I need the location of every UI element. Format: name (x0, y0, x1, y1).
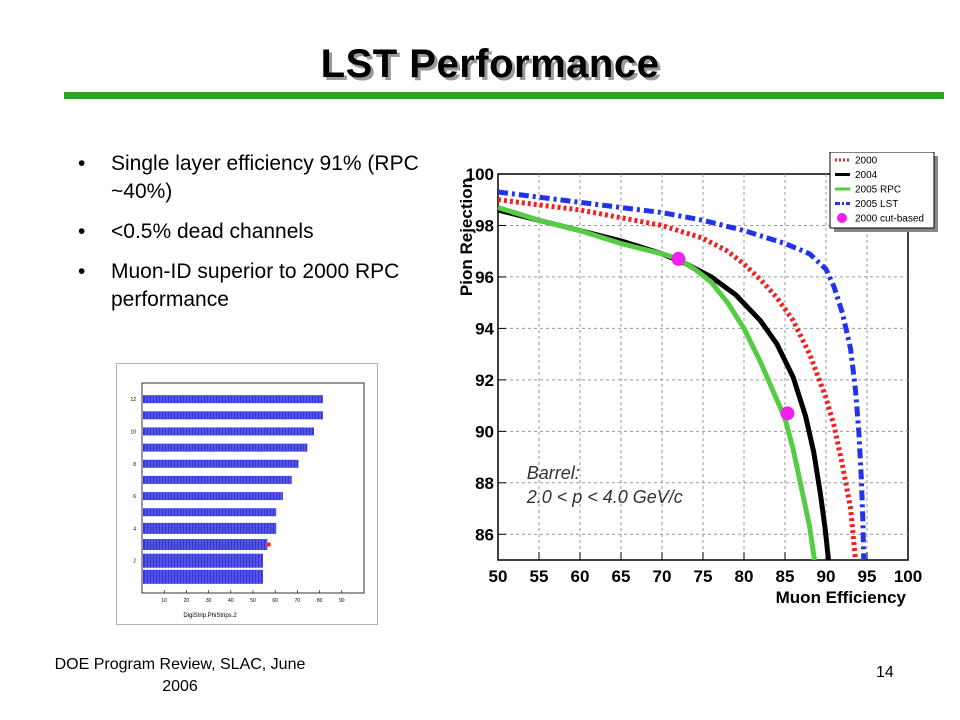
histogram-tick-label-x: 30 (206, 598, 212, 604)
series-line-2005-rpc (498, 205, 817, 560)
bullet-dot: • (78, 152, 86, 175)
tick-label-y: 90 (475, 422, 494, 441)
dead-channel-marker (266, 542, 271, 547)
tick-label-x: 90 (817, 567, 836, 586)
legend-label: 2000 cut-based (855, 214, 924, 225)
tick-label-y: 92 (475, 371, 494, 390)
histogram-bar (143, 443, 308, 452)
tick-label-x: 50 (489, 567, 508, 586)
tick-label-y: 86 (475, 525, 494, 544)
page-number: 14 (876, 664, 894, 681)
histogram-tick-label-y: 4 (133, 526, 136, 532)
legend-label: 2005 LST (855, 199, 898, 210)
histogram-tick-label-y: 6 (133, 494, 136, 500)
tick-label-x: 70 (653, 567, 672, 586)
histogram-tick-label-x: 90 (339, 598, 345, 604)
legend-swatch (837, 213, 847, 223)
bullet-dot: • (78, 260, 86, 283)
y-axis-label: Pion Rejection (457, 178, 476, 296)
legend-label: 2004 (855, 170, 878, 181)
bullet-item: • Single layer efficiency 91% (RPC ~40%) (78, 150, 458, 206)
x-axis-label: Muon Efficiency (776, 588, 907, 607)
tick-label-y: 96 (475, 268, 494, 287)
chart-annotation: 2.0 < p < 4.0 GeV/c (526, 487, 683, 507)
histogram-bar (143, 492, 283, 501)
histogram-tick-label-y: 12 (130, 397, 136, 403)
histogram-bar (143, 427, 314, 436)
histogram-tick-label-x: 50 (250, 598, 256, 604)
digistrip-histogram: 2 4 6 8 10 12 10 20 30 40 50 60 70 80 90 DigiStrip.PhiS… (116, 363, 378, 625)
histogram-bar (143, 508, 277, 517)
pion-rejection-chart: 50 55 60 65 70 75 80 85 90 95 100 86 88 90 92 94 96 98 100… (457, 152, 938, 607)
histogram-tick-label-x: 20 (184, 598, 190, 604)
tick-label-y: 88 (475, 474, 494, 493)
slide-title: LST Performance (320, 42, 660, 86)
histogram-tick-label-x: 60 (272, 598, 278, 604)
tick-label-x: 75 (694, 567, 713, 586)
series-line-2000 (498, 197, 858, 560)
histogram-tick-label-y: 10 (130, 429, 136, 435)
title-underline (64, 92, 944, 99)
tick-label-x: 85 (776, 567, 795, 586)
histogram-x-label: DigiStrip.PhiStrips.2 (183, 613, 237, 619)
bullet-item: • Muon-ID superior to 2000 RPC performanc… (78, 258, 458, 314)
tick-label-x: 65 (612, 567, 631, 586)
histogram-bar (143, 522, 277, 534)
tick-label-x: 55 (530, 567, 549, 586)
histogram-bar (143, 475, 292, 484)
histogram-tick-label-y: 2 (133, 559, 136, 565)
tick-label-y: 100 (466, 165, 494, 184)
data-point-cut-based (671, 251, 686, 266)
bullet-text: Single layer efficiency 91% (RPC ~40%) (111, 152, 419, 203)
legend-label: 2000 (855, 156, 878, 167)
bullet-item: • <0.5% dead channels (78, 218, 458, 246)
histogram-bar (143, 539, 268, 551)
bullet-text: <0.5% dead channels (111, 220, 314, 243)
tick-label-y: 94 (475, 319, 494, 338)
bullet-list: • Single layer efficiency 91% (RPC ~40%) … (78, 150, 458, 326)
series-line-2005-lst (498, 189, 867, 560)
tick-label-y: 98 (475, 216, 494, 235)
histogram-tick-label-y: 8 (133, 462, 136, 468)
tick-label-x: 80 (735, 567, 754, 586)
histogram-tick-label-x: 10 (161, 598, 167, 604)
bullet-dot: • (78, 220, 86, 243)
footer-event: DOE Program Review, SLAC, June 2006 (54, 656, 306, 695)
tick-label-x: 60 (571, 567, 590, 586)
bullet-text: Muon-ID superior to 2000 RPC performance (111, 260, 400, 311)
histogram-tick-label-x: 80 (317, 598, 323, 604)
data-point-cut-based (780, 406, 795, 421)
histogram-tick-label-x: 70 (295, 598, 301, 604)
chart-annotation: Barrel: (527, 463, 580, 483)
histogram-tick-label-x: 40 (228, 598, 234, 604)
tick-label-x: 100 (894, 567, 922, 586)
tick-label-x: 95 (858, 567, 877, 586)
legend-label: 2005 RPC (855, 185, 901, 196)
